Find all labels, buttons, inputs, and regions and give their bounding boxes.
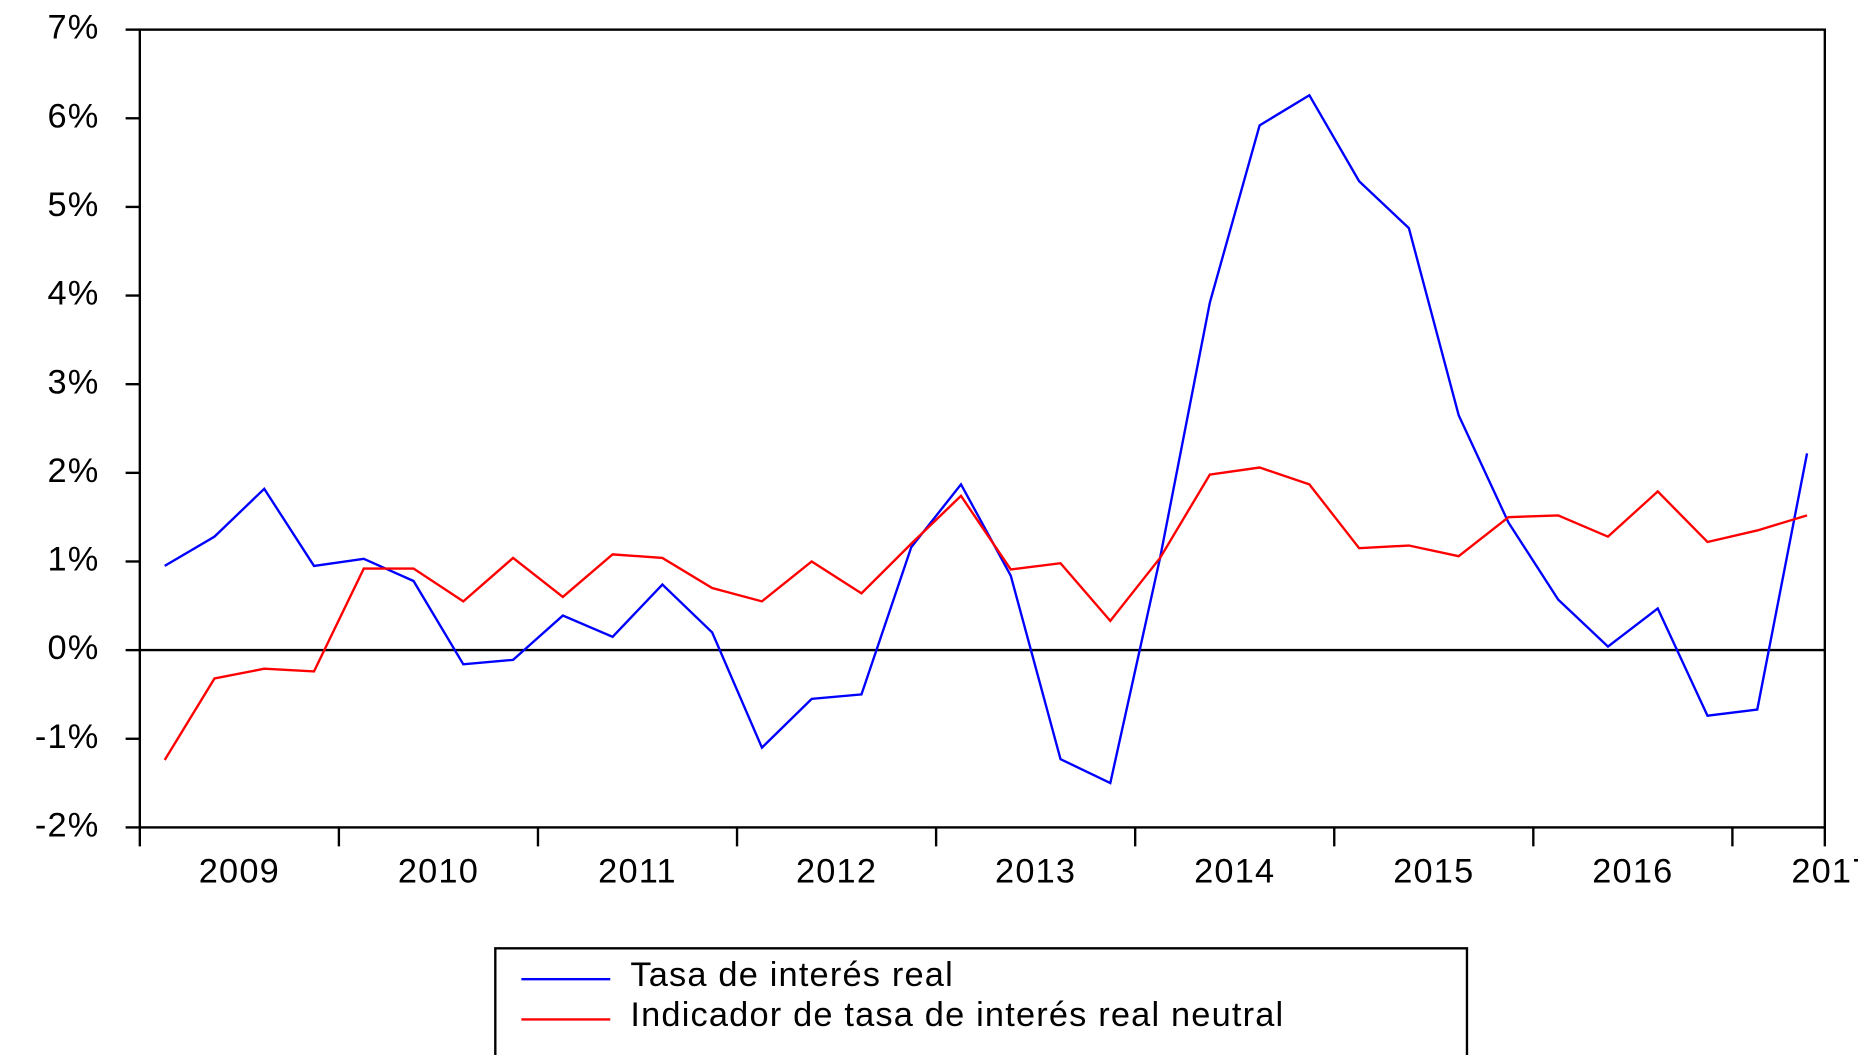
y-tick-label: 4% bbox=[48, 275, 100, 313]
x-tick-label: 2017 bbox=[1791, 853, 1858, 891]
y-tick-label: 6% bbox=[48, 97, 100, 135]
x-tick-label: 2015 bbox=[1393, 853, 1474, 891]
y-tick-label: 1% bbox=[48, 541, 100, 579]
y-tick-label: 3% bbox=[48, 363, 100, 401]
legend-box bbox=[494, 947, 1469, 1055]
plot-frame bbox=[138, 28, 1827, 829]
x-tick-label: 2010 bbox=[398, 853, 479, 891]
x-tick-label: 2016 bbox=[1592, 853, 1673, 891]
y-tick-label: 7% bbox=[48, 9, 100, 47]
legend-label: Indicador de tasa de interés real neutra… bbox=[630, 996, 1284, 1034]
y-tick-label: 5% bbox=[48, 186, 100, 224]
y-tick-label: 0% bbox=[48, 629, 100, 667]
series-line bbox=[163, 466, 1808, 761]
x-tick-label: 2013 bbox=[995, 853, 1076, 891]
series-line bbox=[164, 93, 1809, 785]
y-tick-label: 2% bbox=[48, 452, 100, 490]
legend-label: Tasa de interés real bbox=[630, 956, 954, 994]
x-tick-label: 2009 bbox=[199, 853, 280, 891]
x-tick-label: 2014 bbox=[1194, 853, 1275, 891]
x-tick-label: 2011 bbox=[598, 853, 677, 891]
y-tick-label: -2% bbox=[35, 806, 100, 844]
x-tick-label: 2012 bbox=[796, 853, 877, 891]
y-tick-label: -1% bbox=[35, 718, 100, 756]
